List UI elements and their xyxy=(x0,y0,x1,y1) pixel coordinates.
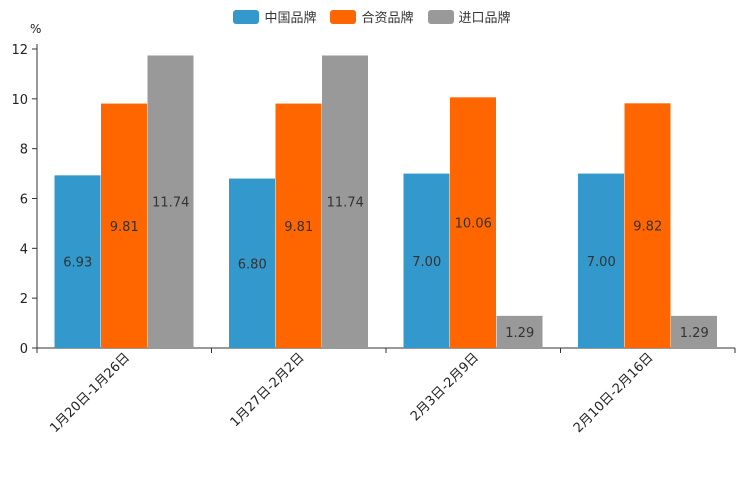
y-tick-label: 8 xyxy=(20,143,28,158)
data-label: 10.06 xyxy=(455,217,492,232)
data-label: 11.74 xyxy=(327,196,364,211)
y-tick-label: 10 xyxy=(11,93,28,108)
data-label: 6.80 xyxy=(238,257,267,272)
bar-imported[interactable] xyxy=(671,315,717,348)
y-tick-label: 2 xyxy=(20,292,28,307)
legend: 中国品牌 合资品牌 进口品牌 xyxy=(0,7,744,26)
bar-joint-venture[interactable] xyxy=(450,97,496,348)
data-label: 9.82 xyxy=(633,220,662,235)
y-tick-label: 12 xyxy=(11,43,28,58)
data-labels-group: 6.93 9.81 11.74 6.80 9.81 11.74 7.00 10.06 1.29 7… xyxy=(63,196,708,341)
y-tick-label: 0 xyxy=(20,342,28,357)
x-category-label: 2月3日-2月9日 xyxy=(408,350,482,424)
legend-swatch-domestic xyxy=(233,9,260,24)
data-label: 9.81 xyxy=(284,220,313,235)
x-category-label: 1月27日-2月2日 xyxy=(228,350,308,430)
legend-item-domestic[interactable]: 中国品牌 xyxy=(233,7,316,26)
x-category-label: 1月20日-1月26日 xyxy=(47,350,133,436)
y-tick-label: 6 xyxy=(20,193,28,208)
legend-label-domestic: 中国品牌 xyxy=(264,11,317,26)
y-tick-label: 4 xyxy=(20,242,28,257)
x-category-label: 2月10日-2月16日 xyxy=(571,350,657,436)
legend-label-joint-venture: 合资品牌 xyxy=(361,11,414,26)
bar-joint-venture[interactable] xyxy=(275,103,322,348)
bar-domestic[interactable] xyxy=(54,175,101,348)
data-label: 1.29 xyxy=(680,326,709,341)
data-label: 7.00 xyxy=(587,255,616,270)
bars-group xyxy=(54,55,717,349)
legend-item-joint-venture[interactable]: 合资品牌 xyxy=(330,7,414,26)
bar-joint-venture[interactable] xyxy=(101,103,147,348)
bar-imported[interactable] xyxy=(322,55,368,348)
data-label: 11.74 xyxy=(152,196,189,211)
data-label: 9.81 xyxy=(110,220,139,235)
data-label: 6.93 xyxy=(63,256,92,271)
legend-swatch-joint-venture xyxy=(330,9,357,24)
bar-joint-venture[interactable] xyxy=(624,103,671,349)
bar-domestic[interactable] xyxy=(403,173,450,348)
legend-label-imported: 进口品牌 xyxy=(458,11,511,26)
bar-domestic[interactable] xyxy=(578,173,624,348)
bar-domestic[interactable] xyxy=(229,178,275,348)
y-axis-unit-label: % xyxy=(30,22,41,36)
legend-item-imported[interactable]: 进口品牌 xyxy=(427,7,511,26)
legend-swatch-imported xyxy=(427,9,454,24)
data-label: 1.29 xyxy=(505,326,534,341)
bar-imported[interactable] xyxy=(496,315,543,348)
data-label: 7.00 xyxy=(412,255,441,270)
bar-imported[interactable] xyxy=(147,55,194,348)
